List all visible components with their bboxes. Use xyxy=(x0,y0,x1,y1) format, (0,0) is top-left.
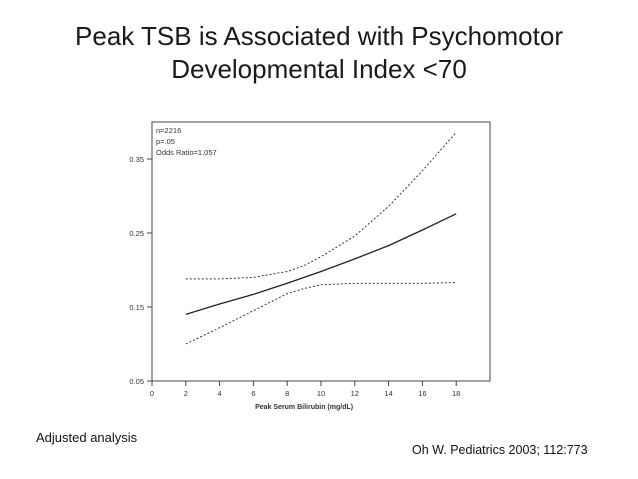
x-tick-label: 10 xyxy=(317,389,325,398)
chart-text: 0.05 0.15 0.25 0.35 0 2 4 6 8 10 12 14 16 18 Peak Seru… xyxy=(129,126,460,411)
plot-frame xyxy=(151,121,491,382)
chart-annotation: Odds Ratio=1.057 xyxy=(156,148,217,157)
confidence-bound-line xyxy=(185,132,457,280)
x-tick-label: 18 xyxy=(452,389,460,398)
confidence-bound-line xyxy=(185,282,457,345)
slide-title-line-1: Peak TSB is Associated with Psychomotor xyxy=(75,21,563,51)
y-tick-label: 0.05 xyxy=(129,377,144,386)
x-tick-label: 2 xyxy=(184,389,188,398)
chart-annotation: n=2216 xyxy=(156,126,181,135)
x-tick-label: 14 xyxy=(384,389,392,398)
x-tick-label: 6 xyxy=(251,389,255,398)
chart-annotation: p=.05 xyxy=(156,137,175,146)
slide-title-line-2: Developmental Index <70 xyxy=(171,54,467,84)
x-tick-label: 12 xyxy=(351,389,359,398)
y-tick-label: 0.35 xyxy=(129,155,144,164)
x-axis-label: Peak Serum Bilirubin (mg/dL) xyxy=(255,404,353,411)
chart-axes xyxy=(147,121,491,386)
y-tick-label: 0.25 xyxy=(129,229,144,238)
x-tick-label: 0 xyxy=(150,389,154,398)
y-tick-label: 0.15 xyxy=(129,303,144,312)
citation: Oh W. Pediatrics 2003; 112:773 xyxy=(412,443,588,457)
x-tick-label: 16 xyxy=(418,389,426,398)
x-tick-label: 4 xyxy=(218,389,222,398)
estimate-line xyxy=(185,213,457,316)
adjusted-analysis-note: Adjusted analysis xyxy=(36,430,138,445)
x-tick-label: 8 xyxy=(285,389,289,398)
slide-title: Peak TSB is Associated with Psychomotor … xyxy=(0,20,638,86)
chart-series xyxy=(185,132,457,345)
